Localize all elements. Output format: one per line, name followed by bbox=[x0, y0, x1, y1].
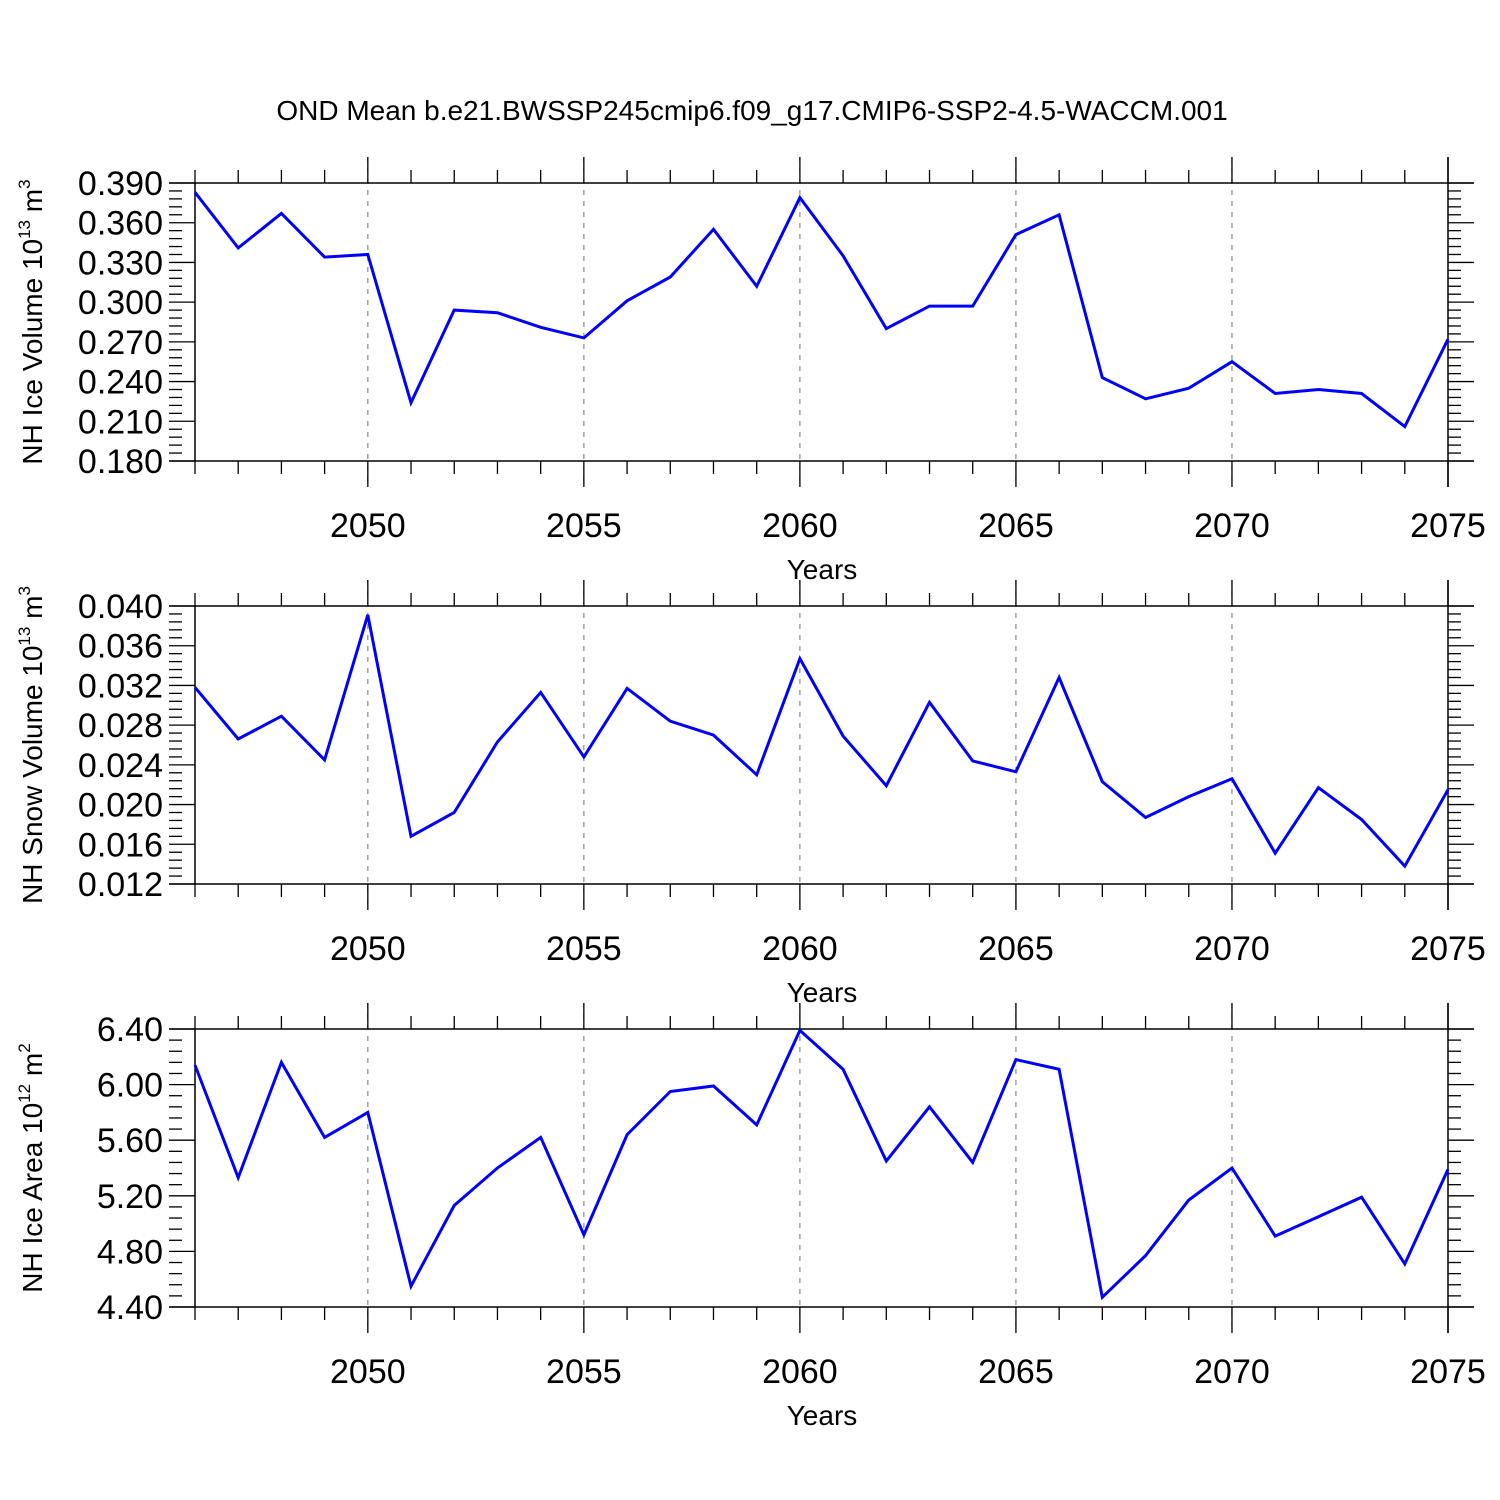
y-tick-label: 0.012 bbox=[78, 866, 163, 904]
y-tick-label: 0.036 bbox=[78, 628, 163, 666]
x-tick-label: 2070 bbox=[1194, 507, 1270, 545]
x-tick-label: 2065 bbox=[978, 1353, 1054, 1391]
y-tick-label: 0.032 bbox=[78, 667, 163, 705]
y-axis-title-superscript: 13 bbox=[15, 220, 34, 239]
x-axis-title: Years bbox=[787, 977, 858, 1008]
chart-panel-2: 0.0400.0360.0320.0280.0240.0200.0160.012… bbox=[15, 580, 1486, 1008]
x-tick-label: 2075 bbox=[1410, 1353, 1486, 1391]
y-tick-label: 0.240 bbox=[78, 364, 163, 402]
x-axis-title: Years bbox=[787, 554, 858, 585]
y-axis-title-part: NH Ice Area 10 bbox=[17, 1103, 48, 1293]
y-axis-title: NH Ice Area 1012 m2 bbox=[15, 1043, 48, 1292]
y-axis-title-part: m bbox=[17, 1053, 48, 1084]
y-axis-title-superscript: 12 bbox=[15, 1084, 34, 1103]
series-line bbox=[193, 191, 1450, 429]
y-axis-title: NH Ice Volume 1013 m3 bbox=[15, 179, 48, 464]
chart-panel-3: 6.40 6.00 5.60 5.20 4.80 4.40 2050 2055 2060 2065… bbox=[15, 1003, 1486, 1431]
y-axis-title-part: NH Ice Volume 10 bbox=[17, 239, 48, 465]
y-tick-label: 0.024 bbox=[78, 747, 163, 785]
x-axis-title: Years bbox=[787, 1400, 858, 1431]
y-tick-label: 0.040 bbox=[78, 588, 163, 626]
y-tick-label: 0.180 bbox=[78, 443, 163, 481]
x-tick-label: 2055 bbox=[546, 930, 622, 968]
y-axis-title: NH Snow Volume 1013 m3 bbox=[15, 586, 48, 904]
x-tick-label: 2055 bbox=[546, 507, 622, 545]
series-line bbox=[193, 1027, 1450, 1301]
x-tick-label: 2065 bbox=[978, 930, 1054, 968]
y-axis-title-part: NH Snow Volume 10 bbox=[17, 646, 48, 904]
y-tick-label: 0.390 bbox=[78, 165, 163, 203]
series-line bbox=[193, 614, 1450, 869]
y-tick-label: 0.270 bbox=[78, 324, 163, 362]
y-axis-title-part: m bbox=[17, 596, 48, 627]
y-tick-label: 4.80 bbox=[97, 1233, 163, 1271]
x-tick-label: 2055 bbox=[546, 1353, 622, 1391]
y-tick-label: 4.40 bbox=[97, 1289, 163, 1327]
y-tick-label: 0.020 bbox=[78, 787, 163, 825]
y-axis-title-superscript: 2 bbox=[15, 1043, 34, 1052]
x-tick-label: 2050 bbox=[330, 930, 406, 968]
y-tick-label: 6.00 bbox=[97, 1067, 163, 1105]
x-tick-label: 2065 bbox=[978, 507, 1054, 545]
y-tick-label: 0.330 bbox=[78, 244, 163, 282]
y-axis-title-superscript: 13 bbox=[15, 627, 34, 646]
y-axis-title-superscript: 3 bbox=[15, 179, 34, 188]
x-tick-label: 2060 bbox=[762, 1353, 838, 1391]
x-tick-label: 2070 bbox=[1194, 1353, 1270, 1391]
x-tick-label: 2050 bbox=[330, 1353, 406, 1391]
x-tick-label: 2075 bbox=[1410, 930, 1486, 968]
y-tick-label: 0.016 bbox=[78, 826, 163, 864]
x-tick-label: 2075 bbox=[1410, 507, 1486, 545]
y-tick-label: 5.20 bbox=[97, 1178, 163, 1216]
y-tick-label: 0.360 bbox=[78, 205, 163, 243]
y-axis-title-superscript: 3 bbox=[15, 586, 34, 595]
y-tick-label: 0.028 bbox=[78, 707, 163, 745]
y-tick-label: 0.300 bbox=[78, 284, 163, 322]
x-tick-label: 2060 bbox=[762, 930, 838, 968]
x-tick-label: 2050 bbox=[330, 507, 406, 545]
chart-panel-1: 0.3900.3600.3300.3000.2700.2400.2100.180… bbox=[15, 157, 1486, 585]
y-tick-label: 5.60 bbox=[97, 1122, 163, 1160]
figure-title: OND Mean b.e21.BWSSP245cmip6.f09_g17.CMI… bbox=[276, 95, 1227, 126]
x-tick-label: 2060 bbox=[762, 507, 838, 545]
chart-panels: 0.3900.3600.3300.3000.2700.2400.2100.180… bbox=[15, 157, 1486, 1431]
y-tick-label: 6.40 bbox=[97, 1011, 163, 1049]
y-tick-label: 0.210 bbox=[78, 403, 163, 441]
y-axis-title-part: m bbox=[17, 189, 48, 220]
x-tick-label: 2070 bbox=[1194, 930, 1270, 968]
